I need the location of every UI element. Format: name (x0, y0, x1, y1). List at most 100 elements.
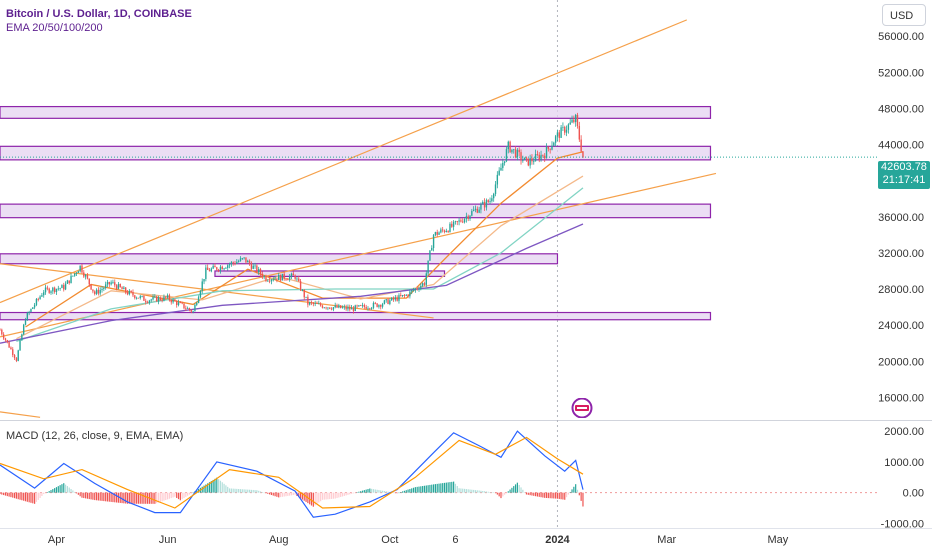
currency-button[interactable]: USD (882, 4, 926, 26)
candle-body (471, 210, 473, 216)
time-tick-label: Aug (269, 534, 289, 546)
macd-histogram-bar (214, 478, 216, 493)
macd-histogram-bar (394, 492, 396, 494)
candle-body (389, 300, 391, 304)
macd-histogram-bar (451, 481, 453, 493)
candle-body (507, 141, 509, 150)
candle-body (52, 287, 54, 292)
candle-body (43, 292, 45, 296)
candle-body (170, 300, 172, 303)
candle-body (513, 149, 515, 151)
macd-histogram-bar (310, 492, 313, 506)
candle-body (263, 276, 265, 278)
candle-body (84, 275, 87, 277)
macd-histogram-bar (48, 491, 50, 493)
candle-body (407, 294, 409, 297)
candle-body (41, 295, 43, 297)
candle-body (148, 300, 151, 303)
macd-histogram-bar (507, 491, 509, 493)
macd-histogram-bar (261, 492, 263, 493)
macd-histogram-bar (341, 492, 344, 497)
candle-body (401, 294, 404, 297)
macd-histogram-bar (474, 490, 477, 493)
candle-body (287, 279, 289, 281)
candle-body (301, 290, 304, 291)
candle-body (274, 278, 276, 280)
macd-histogram-bar (285, 492, 287, 497)
macd-histogram-bar (34, 492, 36, 504)
macd-line (0, 430, 584, 518)
candle-body (303, 290, 305, 298)
candle-body (558, 132, 560, 138)
candle-body (360, 305, 362, 307)
macd-tick-label: 0.00 (903, 488, 924, 500)
candle-body (420, 285, 422, 290)
candle-body (177, 302, 180, 306)
macd-histogram-bar (108, 492, 110, 502)
macd-histogram-bar (234, 488, 236, 493)
macd-histogram-bar (578, 492, 580, 496)
candle-body (50, 291, 52, 293)
candle-body (163, 296, 165, 301)
candle-body (370, 307, 373, 309)
candle-body (396, 297, 398, 301)
macd-histogram-bar (463, 488, 466, 493)
candle-body (319, 303, 322, 306)
candle-body (489, 201, 491, 203)
candle-body (298, 278, 300, 282)
candle-body (141, 295, 143, 297)
candle-body (332, 307, 335, 310)
macd-histogram-bar (332, 492, 334, 499)
macd-histogram-bar (436, 483, 438, 493)
candle-body (174, 299, 176, 302)
macd-histogram-bar (61, 484, 63, 493)
macd-histogram-bar (41, 492, 43, 497)
candle-body (172, 299, 174, 303)
macd-histogram-bar (480, 490, 482, 493)
macd-histogram-bar (555, 492, 557, 499)
sr-zone (0, 145, 712, 161)
macd-histogram-bar (10, 492, 12, 498)
macd-histogram-bar (201, 486, 203, 493)
candle-body (132, 292, 134, 296)
candle-body (72, 275, 74, 277)
candle-body (254, 265, 256, 267)
candle-body (327, 307, 329, 309)
macd-histogram-bar (208, 482, 211, 493)
macd-title: MACD (12, 26, close, 9, EMA, EMA) (6, 430, 184, 442)
candle-body (139, 296, 141, 299)
candle-body (403, 294, 406, 296)
candle-body (562, 126, 564, 128)
candle-body (8, 342, 10, 348)
macd-histogram-bar (35, 492, 38, 502)
macd-histogram-bar (190, 492, 192, 494)
candle-body (449, 223, 451, 232)
macd-histogram-bar (32, 492, 34, 504)
candle-body (560, 127, 562, 138)
time-tick-label: Mar (657, 534, 676, 546)
candle-body (536, 154, 539, 155)
candle-body (4, 338, 7, 341)
macd-histogram-bar (301, 492, 304, 500)
macd-histogram-bar (498, 492, 500, 497)
macd-histogram-bar (28, 492, 30, 503)
candle-body (63, 285, 65, 290)
macd-histogram-bar (524, 492, 526, 493)
macd-histogram-bar (476, 490, 478, 493)
candle-body (472, 209, 475, 211)
macd-histogram-bar (487, 491, 489, 493)
macd-histogram-bar (294, 492, 296, 495)
candle-body (516, 149, 519, 158)
candle-body (405, 294, 407, 296)
macd-histogram-bar (529, 492, 531, 496)
macd-histogram-bar (527, 492, 529, 495)
macd-histogram-bar (303, 492, 305, 501)
macd-histogram-bar (159, 492, 161, 502)
macd-histogram-bar (454, 483, 457, 493)
tradingview-logo-icon[interactable] (570, 398, 594, 418)
candle-body (305, 296, 307, 298)
candle-body (400, 295, 402, 297)
candle-body (230, 262, 233, 265)
macd-histogram-bar (318, 492, 320, 503)
candle-body (474, 208, 477, 210)
